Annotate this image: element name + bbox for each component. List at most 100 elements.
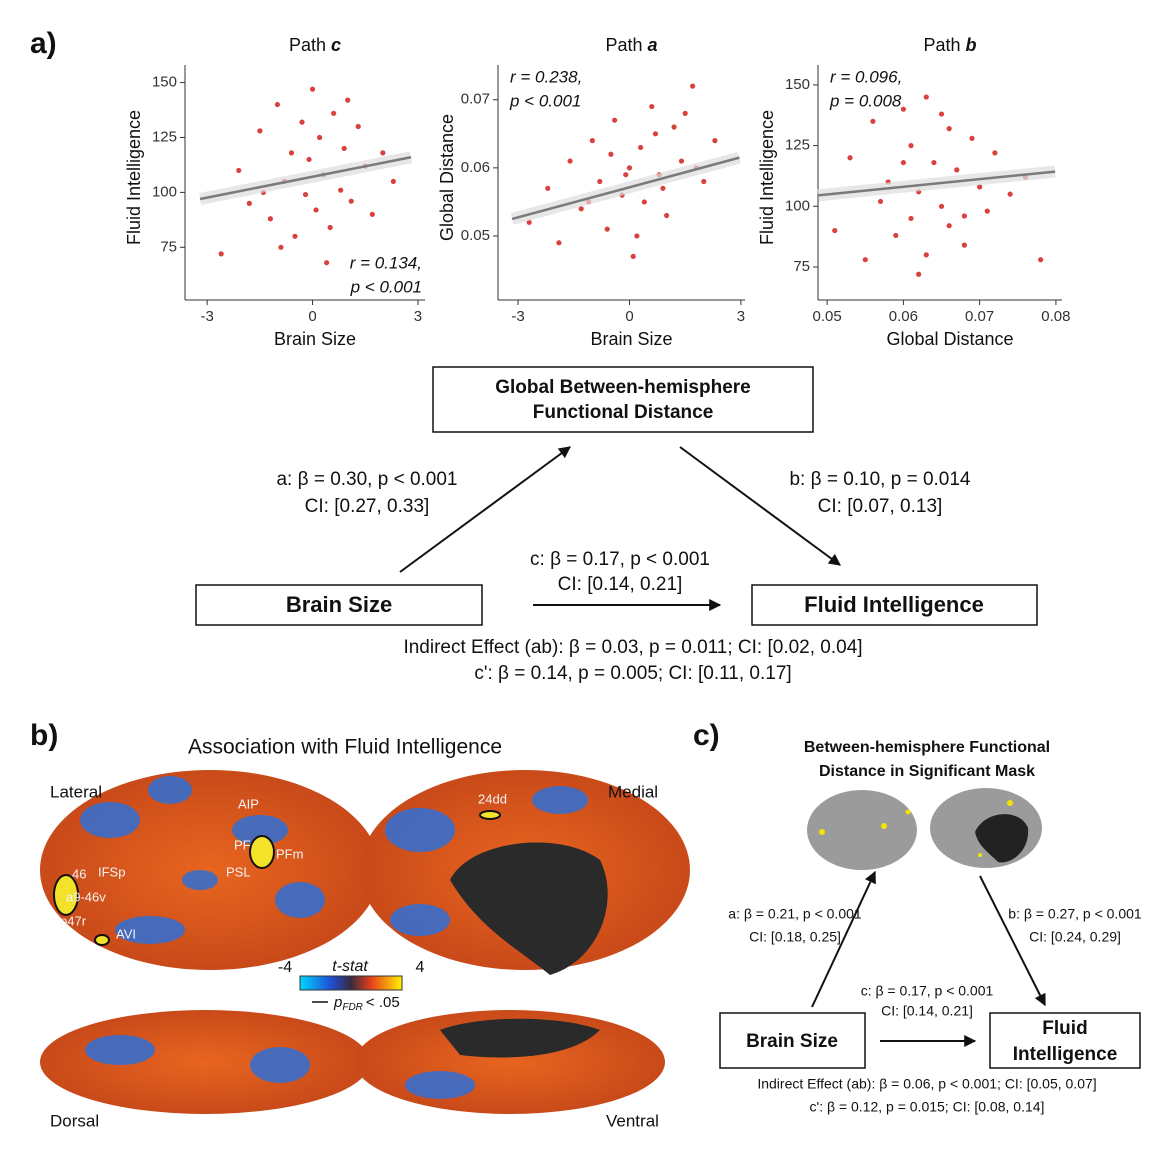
y-tick-label: 150 — [785, 76, 810, 93]
x-tick-label: 0 — [308, 308, 316, 325]
mediator-label: Global Between-hemisphere — [495, 377, 751, 398]
point — [589, 138, 595, 144]
point — [309, 86, 316, 92]
point — [338, 187, 344, 193]
point — [701, 178, 707, 185]
point — [380, 150, 386, 156]
point — [984, 208, 990, 214]
panel-title: Between-hemisphere Functional — [804, 739, 1050, 756]
point — [630, 253, 636, 260]
point — [961, 242, 968, 248]
path-label: CI: [0.18, 0.25] — [749, 929, 841, 945]
annotation: p < 0.001 — [350, 277, 422, 296]
point — [931, 159, 937, 166]
indirect-effect: Indirect Effect (ab): β = 0.03, p = 0.01… — [403, 637, 862, 658]
point — [257, 128, 263, 134]
point — [306, 156, 312, 163]
path-label: a: β = 0.30, p < 0.001 — [276, 469, 457, 490]
arrow — [399, 446, 571, 573]
arrow — [679, 446, 841, 566]
direct-effect: c': β = 0.12, p = 0.015; CI: [0.08, 0.14… — [810, 1099, 1045, 1115]
point — [288, 150, 295, 156]
path-label: c: β = 0.17, p < 0.001 — [530, 549, 710, 570]
point — [390, 178, 396, 185]
point — [908, 215, 914, 222]
y-tick-label: 125 — [785, 137, 810, 154]
scatter-plot: -3 0 3 0.05 0.06 0.07 Path a Brain Size Global Di… — [437, 35, 745, 349]
point — [664, 212, 670, 219]
title-text: Path — [605, 35, 642, 55]
y-tick-label: 75 — [793, 258, 810, 275]
point — [292, 233, 298, 239]
point — [862, 257, 868, 263]
point — [1007, 191, 1013, 197]
map-title: Association with Fluid Intelligence — [188, 736, 502, 759]
region-label: p47r — [60, 913, 87, 928]
point — [299, 119, 305, 125]
legend-text: pFDR < .05 — [333, 994, 400, 1013]
point — [954, 167, 960, 173]
point — [660, 185, 666, 191]
point — [893, 232, 899, 239]
point — [236, 167, 242, 174]
plot-title: Path b — [923, 35, 976, 55]
outcome-box — [989, 1012, 1141, 1069]
predictor-label: Brain Size — [286, 592, 392, 617]
point — [847, 155, 853, 161]
point — [870, 118, 876, 124]
mediation-diagram-c: Between-hemisphere Functional Distance i… — [719, 739, 1142, 1115]
significant-regions — [53, 810, 501, 946]
x-tick-label: 0.05 — [813, 308, 842, 325]
title-var: b — [966, 35, 977, 55]
arrow — [979, 875, 1046, 1007]
point — [274, 101, 281, 108]
direct-effect: c': β = 0.14, p = 0.005; CI: [0.11, 0.17… — [474, 663, 791, 684]
point — [267, 216, 273, 222]
point — [545, 185, 551, 191]
path-label: CI: [0.14, 0.21] — [558, 574, 683, 595]
annotation: p < 0.001 — [509, 91, 581, 110]
y-tick-label: 125 — [152, 128, 177, 145]
y-tick-label: 100 — [785, 197, 810, 214]
blue-blobs — [80, 776, 588, 1099]
trend-line — [511, 156, 740, 221]
point — [946, 126, 952, 132]
point — [690, 83, 696, 89]
trend-line — [199, 156, 412, 201]
point — [246, 200, 252, 206]
point — [327, 224, 333, 231]
path-label: a: β = 0.21, p < 0.001 — [728, 906, 862, 922]
y-tick-label: 0.05 — [461, 227, 490, 244]
point — [900, 159, 907, 166]
y-tick-label: 0.07 — [461, 91, 490, 108]
trend-line — [817, 170, 1056, 197]
panel-label: b) — [30, 719, 58, 752]
path-label: CI: [0.07, 0.13] — [818, 496, 943, 517]
point — [313, 207, 319, 213]
panel-label: c) — [693, 719, 720, 752]
point — [578, 206, 584, 212]
y-axis-label: Fluid Intelligence — [757, 110, 777, 245]
point — [634, 233, 640, 239]
brain-dorsal — [40, 1010, 370, 1114]
point — [608, 151, 614, 157]
point — [961, 213, 968, 219]
outcome-label: Intelligence — [1013, 1044, 1118, 1065]
x-tick-label: 0.08 — [1041, 308, 1070, 325]
x-axis-label: Brain Size — [590, 329, 672, 349]
region-label: PFm — [276, 846, 303, 861]
region-label: IFSp — [98, 864, 125, 879]
panel-title: Distance in Significant Mask — [819, 763, 1035, 780]
y-tick-label: 100 — [152, 183, 177, 200]
y-tick-label: 0.06 — [461, 159, 490, 176]
medial-wall — [440, 1018, 600, 1058]
x-tick-label: 0.07 — [965, 308, 994, 325]
point — [938, 111, 945, 117]
point — [526, 219, 532, 225]
region-label: AVI — [116, 926, 136, 941]
y-axis-label: Global Distance — [437, 114, 457, 241]
annotation: p = 0.008 — [829, 91, 902, 110]
outcome-box — [751, 584, 1038, 626]
legend-threshold: < .05 — [366, 994, 400, 1011]
